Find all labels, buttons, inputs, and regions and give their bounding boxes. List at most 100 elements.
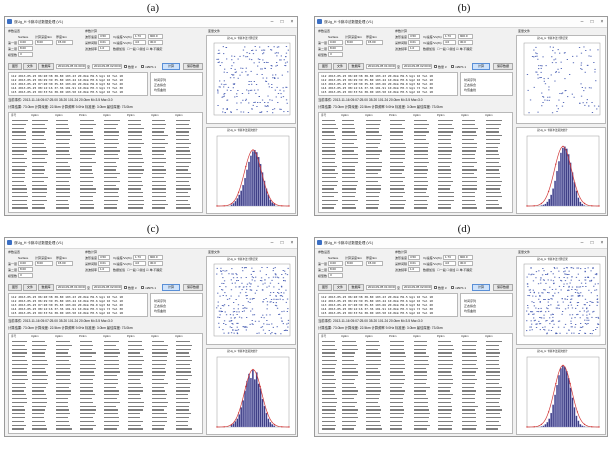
bps-checkbox[interactable] — [141, 65, 144, 68]
calc-field-1[interactable]: 3.50 — [98, 255, 110, 260]
bps-checkbox[interactable] — [451, 65, 454, 68]
maximize-button[interactable]: □ — [280, 240, 284, 246]
layer1-thickness-field[interactable]: 15.00 — [366, 261, 383, 266]
calc-field-2[interactable]: 0.01 — [98, 40, 110, 45]
end-time-field[interactable]: 2013-09-05 02:00:00 — [402, 285, 432, 290]
layer1-surface-field[interactable]: 0.00 — [328, 261, 343, 266]
start-time-field[interactable]: 2013-09-05 01:00:00 — [56, 64, 86, 69]
results-table[interactable]: 序号 Ug/km Ug/km Pn/km Ug/km Pg/km Ug/km Ug/km — [8, 333, 203, 434]
calc-field-3[interactable]: 1.0 — [98, 46, 110, 51]
calc-side-field-2[interactable]: 4.0 — [133, 261, 146, 266]
toolbar-btn-file[interactable]: 文件 — [23, 284, 37, 291]
toolbar-btn-db[interactable]: 数据库 — [38, 284, 54, 291]
minimize-button[interactable]: – — [270, 19, 274, 25]
toolbar-btn-db[interactable]: 数据库 — [348, 63, 364, 70]
calc-side-field-1b[interactable]: 900.0 — [148, 34, 163, 39]
event-log[interactable]: 112 2013-05-25 06:28:38 38.80 103.43 20.… — [8, 293, 148, 317]
calc-field-2[interactable]: 0.01 — [408, 40, 420, 45]
layer2-surface-field[interactable]: 8.00 — [18, 267, 33, 272]
calc-field-1[interactable]: 3.50 — [98, 34, 110, 39]
minimize-button[interactable]: – — [580, 19, 584, 25]
layer1-depth-field[interactable]: 8.00 — [345, 261, 363, 266]
calc-field-3[interactable]: 1.0 — [408, 46, 420, 51]
end-time-field[interactable]: 2013-09-05 02:00:00 — [92, 285, 122, 290]
calc-field-2[interactable]: 0.01 — [98, 261, 110, 266]
calc-side-field-1b[interactable]: 900.0 — [148, 255, 163, 260]
close-button[interactable]: × — [600, 19, 604, 25]
calc-side-field-1b[interactable]: 900.0 — [458, 255, 473, 260]
model-count-field[interactable]: 3 — [328, 273, 343, 278]
layer1-depth-field[interactable]: 8.00 — [35, 261, 53, 266]
layer1-thickness-field[interactable]: 15.00 — [56, 40, 73, 45]
maximize-button[interactable]: □ — [590, 240, 594, 246]
event-log[interactable]: 112 2013-05-25 06:28:38 38.80 103.43 20.… — [8, 72, 148, 96]
bps-checkbox[interactable] — [141, 286, 144, 289]
maximize-button[interactable]: □ — [590, 19, 594, 25]
calc-side-field-1b[interactable]: 900.0 — [458, 34, 473, 39]
toolbar-btn-graph[interactable]: 图形 — [318, 63, 332, 70]
model-count-field[interactable]: 3 — [328, 52, 343, 57]
start-time-field[interactable]: 2013-09-05 01:00:00 — [366, 285, 396, 290]
maximize-button[interactable]: □ — [280, 19, 284, 25]
layer1-depth-field[interactable]: 8.00 — [35, 40, 53, 45]
minimize-button[interactable]: – — [580, 240, 584, 246]
toolbar-btn-graph[interactable]: 图形 — [8, 63, 22, 70]
count-checkbox[interactable] — [124, 286, 127, 289]
toolbar-btn-db[interactable]: 数据库 — [38, 63, 54, 70]
calc-field-1[interactable]: 3.50 — [408, 255, 420, 260]
end-time-field[interactable]: 2013-09-05 02:00:00 — [92, 64, 122, 69]
calc-side-field-1[interactable]: 1.73 — [443, 34, 456, 39]
layer1-thickness-field[interactable]: 15.00 — [366, 40, 383, 45]
count-checkbox[interactable] — [434, 65, 437, 68]
count-checkbox[interactable] — [434, 286, 437, 289]
toolbar-btn-file[interactable]: 文件 — [333, 284, 347, 291]
calc-side-field-1[interactable]: 1.73 — [443, 255, 456, 260]
model-count-field[interactable]: 3 — [18, 273, 33, 278]
save-data-button[interactable]: 保存数据 — [493, 63, 513, 70]
layer2-surface-field[interactable]: 8.00 — [328, 46, 343, 51]
close-button[interactable]: × — [290, 240, 294, 246]
results-table[interactable]: 序号 Ug/km Ug/km Pn/km Ug/km Pg/km Ug/km Ug/km — [318, 333, 513, 434]
layer1-depth-field[interactable]: 8.00 — [345, 40, 363, 45]
toolbar-btn-graph[interactable]: 图形 — [8, 284, 22, 291]
options-checkboxes[interactable]: ☐一般 ☐叠加 ☑ 单 不确定 — [127, 268, 163, 272]
end-time-field[interactable]: 2013-09-05 02:00:00 — [402, 64, 432, 69]
compute-button[interactable]: 计算 — [162, 284, 180, 291]
calc-field-3[interactable]: 1.0 — [408, 267, 420, 272]
calc-side-field-2b[interactable]: 30.0 — [148, 261, 163, 266]
save-data-button[interactable]: 保存数据 — [183, 63, 203, 70]
layer2-surface-field[interactable]: 8.00 — [18, 46, 33, 51]
calc-side-field-2[interactable]: 4.0 — [443, 261, 456, 266]
model-count-field[interactable]: 3 — [18, 52, 33, 57]
compute-button[interactable]: 计算 — [472, 63, 490, 70]
count-checkbox[interactable] — [124, 65, 127, 68]
start-time-field[interactable]: 2013-09-05 01:00:00 — [366, 64, 396, 69]
layer1-surface-field[interactable]: 0.00 — [18, 40, 33, 45]
layer2-surface-field[interactable]: 8.00 — [328, 267, 343, 272]
toolbar-btn-file[interactable]: 文件 — [23, 63, 37, 70]
calc-field-1[interactable]: 3.50 — [408, 34, 420, 39]
layer1-surface-field[interactable]: 0.00 — [18, 261, 33, 266]
compute-button[interactable]: 计算 — [472, 284, 490, 291]
save-data-button[interactable]: 保存数据 — [183, 284, 203, 291]
results-table[interactable]: 序号 Ug/km Ug/km Pn/km Ug/km Pg/km Ug/km Ug/km — [8, 112, 203, 213]
results-table[interactable]: 序号 Ug/km Ug/km Pn/km Ug/km Pg/km Ug/km Ug/km — [318, 112, 513, 213]
close-button[interactable]: × — [600, 240, 604, 246]
toolbar-btn-db[interactable]: 数据库 — [348, 284, 364, 291]
close-button[interactable]: × — [290, 19, 294, 25]
minimize-button[interactable]: – — [270, 240, 274, 246]
layer1-thickness-field[interactable]: 15.00 — [56, 261, 73, 266]
toolbar-btn-graph[interactable]: 图形 — [318, 284, 332, 291]
calc-side-field-1[interactable]: 1.73 — [133, 255, 146, 260]
start-time-field[interactable]: 2013-09-05 01:00:00 — [56, 285, 86, 290]
calc-side-field-2[interactable]: 4.0 — [443, 40, 456, 45]
layer1-surface-field[interactable]: 0.00 — [328, 40, 343, 45]
calc-side-field-2[interactable]: 4.0 — [133, 40, 146, 45]
calc-field-3[interactable]: 1.0 — [98, 267, 110, 272]
bps-checkbox[interactable] — [451, 286, 454, 289]
options-checkboxes[interactable]: ☐一般 ☐叠加 ☑ 单 不确定 — [437, 47, 473, 51]
calc-side-field-1[interactable]: 1.73 — [133, 34, 146, 39]
calc-side-field-2b[interactable]: 30.0 — [458, 40, 473, 45]
options-checkboxes[interactable]: ☐一般 ☐叠加 ☑ 单 不确定 — [127, 47, 163, 51]
calc-field-2[interactable]: 0.01 — [408, 261, 420, 266]
